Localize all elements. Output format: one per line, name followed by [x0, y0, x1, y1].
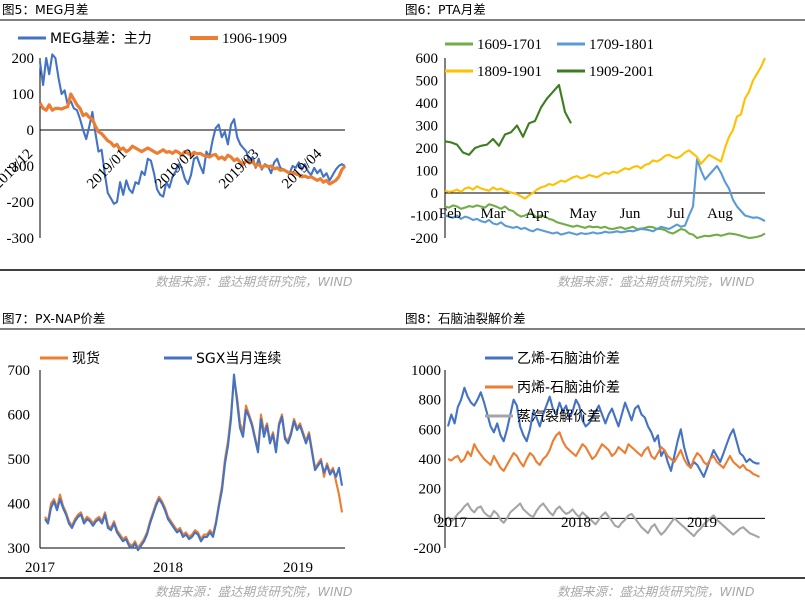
chart3-legend-label: SGX当月连续: [196, 350, 281, 367]
chart1-y-tick-label: -300: [7, 231, 35, 247]
chart2-x-tick-label: May: [569, 206, 597, 222]
chart3-y-tick-label: 400: [8, 497, 31, 513]
chart4-series-line: [446, 386, 760, 478]
chart2-series-line: [444, 57, 766, 200]
chart2-series-line: [444, 158, 766, 236]
chart2-x-tick-label: Mar: [481, 206, 506, 222]
chart3-x-tick-label: 2017: [25, 560, 56, 576]
chart3-title: 图7：PX-NAP价差: [2, 311, 105, 326]
chart2-legend-label: 1709-1801: [589, 37, 654, 53]
chart4-legend-label: 乙烯-石脑油价差: [517, 351, 620, 367]
chart4-title: 图8：石脑油裂解价差: [405, 311, 525, 326]
chart2-y-tick-label: 0: [431, 186, 439, 202]
chart1-legend-label: MEG基差：主力: [50, 30, 152, 47]
chart2-legend-label: 1609-1701: [477, 37, 542, 53]
chart2-y-tick-label: -200: [411, 231, 439, 247]
chart1-y-tick-label: -100: [7, 159, 35, 175]
chart2-y-tick-label: -100: [411, 209, 439, 225]
source-note-3: 数据来源：盛达期货研究院，WIND: [155, 584, 353, 599]
chart3-series-line: [44, 373, 344, 552]
chart1-y-tick-label: 200: [12, 51, 35, 67]
chart4-legend-label: 丙烯-石脑油价差: [517, 380, 620, 396]
chart1-series-line: [38, 92, 347, 186]
chart2-y-tick-label: 400: [416, 96, 439, 112]
chart3-series-line: [44, 377, 344, 550]
chart4-x-tick-label: 2017: [437, 515, 468, 531]
chart2-y-tick-label: 600: [416, 51, 439, 67]
chart4-y-tick-label: 800: [419, 393, 442, 409]
chart4-legend-label: 蒸汽裂解价差: [517, 409, 601, 425]
chart1-x-tick-label: 2019/03: [216, 146, 262, 192]
chart1-title: 图5：MEG月差: [2, 2, 88, 17]
chart3: 700 600 500 400 300 2017 2018 2019 现货 SGX当月连续: [8, 350, 345, 576]
chart3-y-tick-label: 300: [8, 541, 31, 557]
chart2-x-tick-label: Apr: [525, 206, 548, 222]
source-note-2: 数据来源：盛达期货研究院，WIND: [557, 274, 755, 289]
chart4: 1000 800 600 400 200 0 -200 2017 2018 2019 乙烯-石脑油价…: [411, 351, 765, 557]
chart3-y-tick-label: 600: [8, 408, 31, 424]
chart1-y-tick-label: 100: [12, 87, 35, 103]
chart3-y-tick-label: 700: [8, 363, 31, 379]
chart3-legend-label: 现货: [72, 350, 100, 367]
chart2-y-tick-label: 100: [416, 164, 439, 180]
chart2-x-tick-label: Jul: [667, 206, 685, 222]
chart2-title: 图6：PTA月差: [405, 2, 486, 17]
source-note-4: 数据来源：盛达期货研究院，WIND: [557, 584, 755, 599]
chart2-x-tick-label: Aug: [707, 206, 733, 222]
chart4-x-tick-label: 2018: [561, 515, 591, 531]
chart4-y-tick-label: 200: [419, 482, 442, 498]
chart4-y-tick-label: -200: [414, 541, 442, 557]
chart4-series-line: [447, 502, 760, 539]
chart1-x-tick-label: 2019/04: [279, 146, 325, 192]
chart4-y-tick-label: 600: [419, 422, 442, 438]
chart2-legend-label: 1809-1901: [477, 64, 542, 80]
chart3-y-tick-label: 500: [8, 452, 31, 468]
chart4-y-tick-label: 1000: [411, 363, 441, 379]
chart2-series-line: [444, 203, 766, 240]
chart2-y-tick-label: 200: [416, 141, 439, 157]
chart2-legend-label: 1909-2001: [589, 64, 654, 80]
chart1-legend-label: 1906-1909: [222, 31, 287, 47]
chart4-series-line: [447, 431, 760, 478]
chart4-y-tick-label: 0: [434, 511, 442, 527]
chart1-y-tick-label: -200: [7, 195, 35, 211]
chart2-series-line: [444, 83, 572, 156]
chart2-x-tick-label: Jun: [620, 206, 641, 222]
chart1-y-tick-label: 0: [27, 123, 35, 139]
chart4-x-tick-label: 2019: [687, 515, 717, 531]
chart3-x-tick-label: 2019: [283, 560, 313, 576]
chart4-y-tick-label: 400: [419, 452, 442, 468]
source-note-1: 数据来源：盛达期货研究院，WIND: [155, 274, 353, 289]
chart2-x-tick-label: Feb: [439, 206, 462, 222]
chart2-y-tick-label: 500: [416, 74, 439, 90]
chart2-y-tick-label: 300: [416, 119, 439, 135]
chart3-x-tick-label: 2018: [153, 560, 183, 576]
